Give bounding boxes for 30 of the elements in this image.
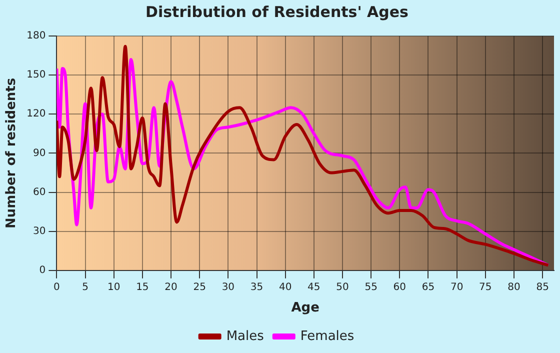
y-tick-label: 180 bbox=[26, 30, 46, 42]
y-tick-label: 120 bbox=[26, 108, 46, 120]
y-tick-label: 90 bbox=[32, 148, 46, 159]
legend-label: Females bbox=[300, 328, 354, 344]
x-tick-label: 80 bbox=[508, 282, 520, 293]
y-tick-label: 60 bbox=[32, 186, 46, 198]
x-tick-label: 50 bbox=[336, 282, 349, 293]
x-tick-label: 40 bbox=[278, 282, 292, 293]
chart-title: Distribution of Residents' Ages bbox=[146, 2, 409, 21]
x-tick-label: 35 bbox=[250, 282, 264, 293]
y-tick-label: 30 bbox=[32, 226, 46, 237]
x-tick-label: 25 bbox=[193, 282, 206, 293]
x-tick-label: 45 bbox=[308, 282, 320, 293]
x-tick-label: 5 bbox=[82, 282, 88, 293]
x-tick-label: 75 bbox=[479, 282, 492, 293]
y-tick-label: 0 bbox=[39, 264, 46, 276]
x-tick-label: 85 bbox=[536, 282, 549, 293]
y-axis-title: Number of residents bbox=[4, 78, 20, 229]
x-tick-label: 30 bbox=[222, 282, 235, 293]
x-tick-label: 0 bbox=[54, 282, 60, 293]
x-tick-label: 15 bbox=[136, 282, 149, 293]
x-tick-label: 70 bbox=[450, 282, 464, 293]
x-tick-label: 55 bbox=[364, 282, 378, 293]
legend-label: Males bbox=[226, 328, 264, 344]
y-tick-label: 150 bbox=[26, 70, 46, 81]
x-tick-label: 10 bbox=[107, 282, 120, 293]
x-tick-label: 60 bbox=[393, 282, 406, 293]
x-axis-title: Age bbox=[291, 300, 320, 316]
x-tick-label: 65 bbox=[422, 282, 435, 293]
x-tick-label: 20 bbox=[164, 282, 178, 293]
